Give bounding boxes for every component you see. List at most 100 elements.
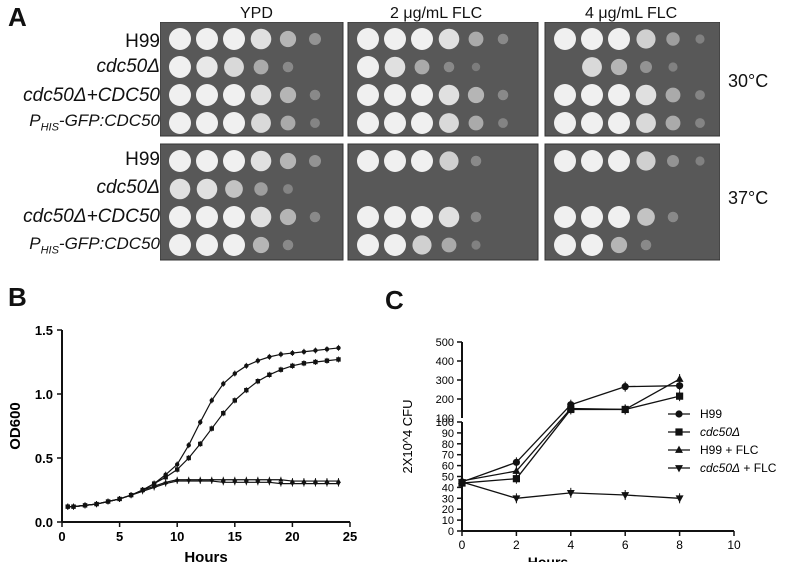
data-point (220, 480, 226, 485)
legend-marker (675, 445, 683, 453)
data-point (105, 499, 111, 505)
yeast-spot (357, 112, 379, 134)
yeast-spot (471, 240, 481, 250)
yeast-spot (439, 151, 459, 171)
yeast-spot (309, 33, 321, 45)
data-point (621, 405, 630, 413)
yeast-spot (581, 234, 603, 256)
data-point (244, 363, 249, 369)
yeast-spot (169, 150, 191, 172)
yeast-spot (251, 113, 271, 133)
yeast-spot (223, 234, 245, 256)
data-point (324, 481, 330, 487)
strain-label-p: P (29, 234, 41, 253)
yeast-spot (467, 86, 485, 104)
yeast-spot (581, 28, 603, 50)
data-point (289, 478, 295, 483)
yeast-spot (468, 31, 484, 47)
yeast-spot (253, 59, 269, 75)
y-tick-label: 30 (442, 493, 454, 505)
panel-b-letter: B (8, 282, 27, 312)
y-tick-label: 100 (436, 413, 454, 425)
x-tick-label: 10 (170, 529, 184, 544)
yeast-spot (309, 155, 321, 167)
yeast-spot (608, 112, 630, 134)
yeast-spot (223, 28, 245, 50)
growth-curve-chart: 0 5 10 15 20 25 0.0 0.5 1.0 1.5 Hours OD600 (7, 323, 357, 562)
strain-label-rest: -GFP:CDC50 (58, 111, 160, 130)
data-point (186, 479, 192, 484)
data-point (278, 477, 284, 482)
yeast-spot (610, 236, 628, 254)
yeast-spot (636, 113, 656, 133)
column-header-ypd: YPD (240, 5, 273, 22)
y-tick-label: 60 (442, 461, 454, 473)
yeast-spot (384, 112, 406, 134)
cfu-series-line (461, 478, 517, 484)
data-point (458, 479, 466, 487)
yeast-spot (411, 206, 433, 228)
y-axis-label: 2X10^4 CFU (400, 399, 415, 473)
data-point (301, 361, 307, 366)
yeast-spot (470, 155, 482, 167)
yeast-spot (282, 61, 294, 73)
yeast-spot (384, 28, 406, 50)
yeast-spot (279, 86, 297, 104)
y-tick-label: 500 (436, 337, 454, 349)
yeast-spot (357, 28, 379, 50)
data-point (267, 372, 272, 377)
yeast-spot (636, 29, 656, 49)
data-point (566, 404, 575, 412)
yeast-spot (169, 178, 191, 200)
data-point (266, 480, 272, 485)
yeast-spot (196, 28, 218, 50)
data-point (675, 495, 684, 503)
yeast-spot (665, 87, 681, 103)
legend-label: H99 (700, 407, 722, 421)
yeast-spot (225, 180, 243, 198)
yeast-spot (695, 156, 705, 166)
data-point (186, 455, 191, 461)
strain-label-sub: HIS (40, 121, 59, 134)
x-tick-label: 6 (622, 538, 629, 552)
yeast-spot (250, 206, 272, 228)
yeast-spot (196, 112, 218, 134)
yeast-spot (666, 32, 680, 46)
yeast-spot (471, 62, 481, 72)
growth-curve-line (67, 358, 339, 508)
yeast-spot (411, 112, 433, 134)
data-point (313, 348, 318, 353)
strain-label-cdc50-complemented: cdc50Δ+CDC50 (23, 85, 160, 106)
strain-label-h99: H99 (125, 31, 160, 52)
data-point (232, 480, 238, 485)
cfu-series-line (625, 385, 680, 388)
strain-label-sub: HIS (40, 244, 59, 257)
y-tick-label: 40 (442, 482, 454, 494)
cfu-series-line (570, 386, 626, 406)
data-point (82, 503, 88, 508)
yeast-spot (254, 182, 268, 196)
yeast-spot (582, 57, 602, 77)
data-point (175, 467, 180, 472)
yeast-spot (309, 89, 321, 101)
yeast-spot (635, 84, 657, 106)
yeast-spot (411, 150, 433, 172)
data-point (117, 497, 123, 502)
yeast-spot (223, 112, 245, 134)
data-point (675, 374, 684, 382)
yeast-spot (196, 84, 218, 106)
cfu-series-line (625, 494, 680, 499)
data-point (278, 481, 284, 487)
yeast-spot (554, 28, 576, 50)
yeast-spot (608, 84, 630, 106)
yeast-spot (169, 234, 191, 256)
yeast-spot (357, 150, 379, 172)
yeast-spot (384, 234, 406, 256)
x-tick-label: 4 (567, 538, 574, 552)
y-tick-label: 0 (448, 526, 454, 538)
data-point (221, 411, 226, 416)
column-header-2ug-flc: 2 μg/mL FLC (390, 5, 483, 22)
data-point (336, 357, 341, 362)
yeast-spot (223, 84, 245, 106)
yeast-spot (695, 90, 705, 100)
